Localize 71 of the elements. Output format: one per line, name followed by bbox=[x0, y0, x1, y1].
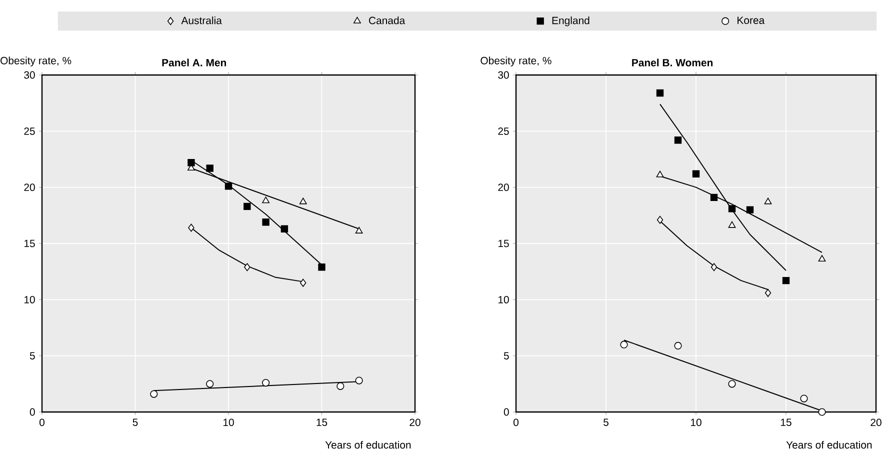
point bbox=[318, 263, 326, 271]
point bbox=[656, 89, 664, 97]
chart-title: Panel B. Women bbox=[632, 58, 713, 66]
y-axis-title: Obesity rate, % bbox=[480, 56, 552, 66]
point bbox=[262, 218, 270, 226]
y-tick-label: 25 bbox=[498, 127, 509, 135]
point bbox=[818, 408, 826, 416]
y-tick-label: 25 bbox=[24, 127, 35, 135]
point bbox=[728, 221, 736, 228]
point bbox=[188, 159, 195, 166]
point bbox=[728, 205, 736, 212]
x-tick-label: 5 bbox=[604, 418, 608, 426]
y-tick-label: 5 bbox=[504, 352, 509, 360]
point bbox=[746, 206, 754, 214]
point bbox=[299, 198, 307, 204]
legend-label: England bbox=[552, 16, 590, 26]
y-tick-label: 30 bbox=[24, 71, 35, 79]
x-axis-title: Years of education bbox=[786, 440, 872, 449]
y-tick-label: 30 bbox=[498, 71, 509, 79]
point bbox=[244, 263, 250, 272]
point bbox=[244, 202, 251, 210]
point bbox=[764, 198, 772, 204]
y-tick-label: 15 bbox=[498, 240, 509, 248]
point bbox=[300, 278, 306, 287]
x-tick-label: 10 bbox=[690, 418, 702, 426]
point bbox=[620, 340, 628, 348]
point bbox=[224, 182, 232, 190]
point bbox=[674, 342, 682, 350]
point bbox=[188, 224, 194, 232]
x-tick-label: 15 bbox=[316, 418, 328, 426]
x-axis-title: Years of education bbox=[325, 440, 411, 449]
x-tick-label: 5 bbox=[132, 418, 138, 426]
y-tick-label: 20 bbox=[24, 184, 35, 192]
point bbox=[764, 288, 772, 297]
x-tick-label: 20 bbox=[410, 418, 420, 426]
y-tick-label: 20 bbox=[498, 184, 509, 192]
y-tick-label: 0 bbox=[30, 408, 35, 416]
x-tick-label: 0 bbox=[39, 418, 44, 426]
point bbox=[280, 225, 288, 232]
point bbox=[336, 382, 344, 390]
point bbox=[728, 380, 736, 388]
x-tick-label: 0 bbox=[514, 418, 519, 426]
point bbox=[800, 394, 808, 402]
point bbox=[674, 136, 682, 144]
point bbox=[710, 263, 718, 272]
point bbox=[818, 255, 826, 262]
y-tick-label: 10 bbox=[498, 296, 509, 304]
x-tick-label: 15 bbox=[780, 418, 792, 426]
point bbox=[150, 390, 158, 398]
point bbox=[355, 376, 363, 384]
point bbox=[782, 276, 790, 284]
legend-label: Korea bbox=[738, 16, 765, 24]
y-tick-label: 10 bbox=[24, 296, 35, 304]
x-tick-label: 20 bbox=[870, 418, 882, 426]
x-tick-label: 10 bbox=[223, 418, 234, 426]
point bbox=[656, 216, 664, 224]
point bbox=[262, 378, 270, 387]
point bbox=[692, 170, 700, 178]
point bbox=[355, 226, 363, 234]
y-axis-title: Obesity rate, % bbox=[0, 56, 72, 66]
point bbox=[262, 196, 270, 204]
chart-title: Panel A. Men bbox=[162, 58, 226, 66]
point bbox=[710, 194, 718, 202]
y-tick-label: 5 bbox=[30, 352, 35, 360]
point bbox=[206, 380, 214, 388]
legend-label: Australia bbox=[181, 16, 222, 24]
point bbox=[206, 164, 214, 172]
y-tick-label: 0 bbox=[504, 408, 509, 416]
point bbox=[656, 170, 664, 178]
y-tick-label: 15 bbox=[24, 240, 35, 248]
legend-label: Canada bbox=[369, 16, 406, 24]
